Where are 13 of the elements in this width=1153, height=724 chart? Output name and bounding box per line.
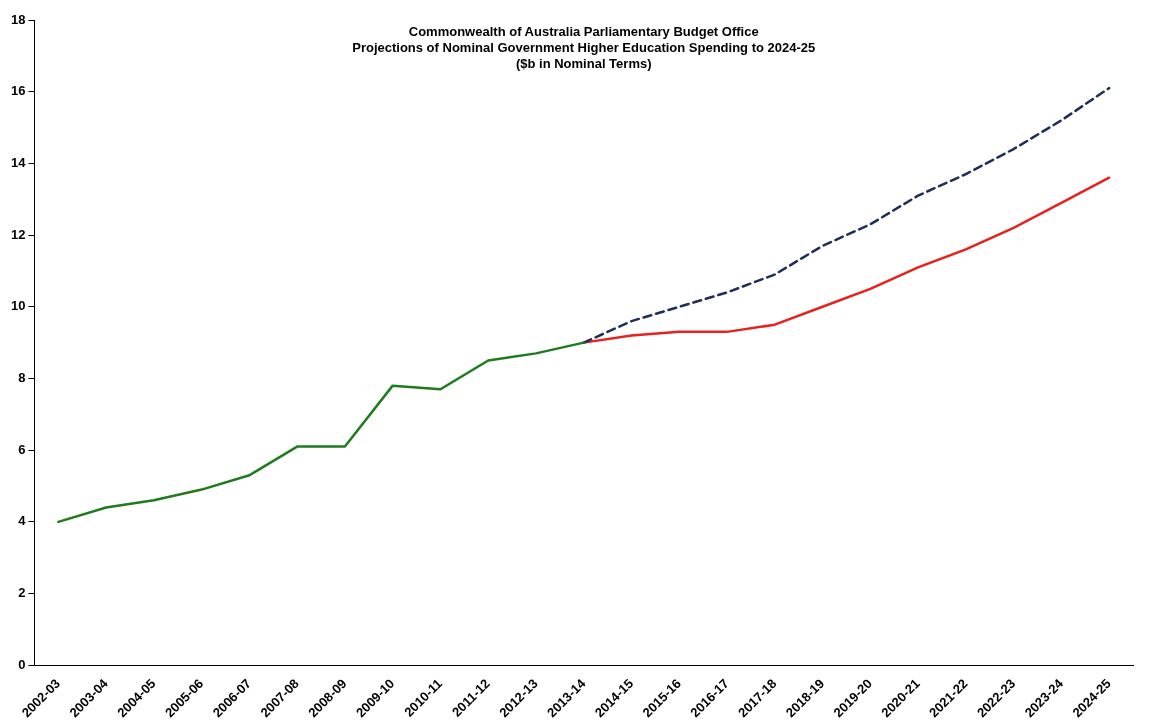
y-tick-label: 16 — [10, 83, 26, 99]
line-series — [582, 86, 1111, 344]
y-tick-label: 10 — [10, 298, 26, 314]
chart-title: Commonwealth of Australia Parliamentary Budget Office — [408, 24, 759, 40]
y-tick-label: 18 — [10, 11, 26, 27]
y-tick-label: 0 — [18, 656, 26, 672]
y-tick-label: 4 — [18, 513, 27, 529]
text: Projections of Nominal Government Higher Education Spending to 2024-25 ($b in Nominal Terms) — [352, 40, 816, 72]
y-tick-label: 14 — [10, 154, 27, 170]
y-tick-label: 8 — [18, 370, 26, 386]
y-tick-label: 2 — [18, 585, 26, 601]
y-tick-label: 12 — [10, 226, 26, 242]
y-tick-label: 6 — [18, 441, 26, 457]
